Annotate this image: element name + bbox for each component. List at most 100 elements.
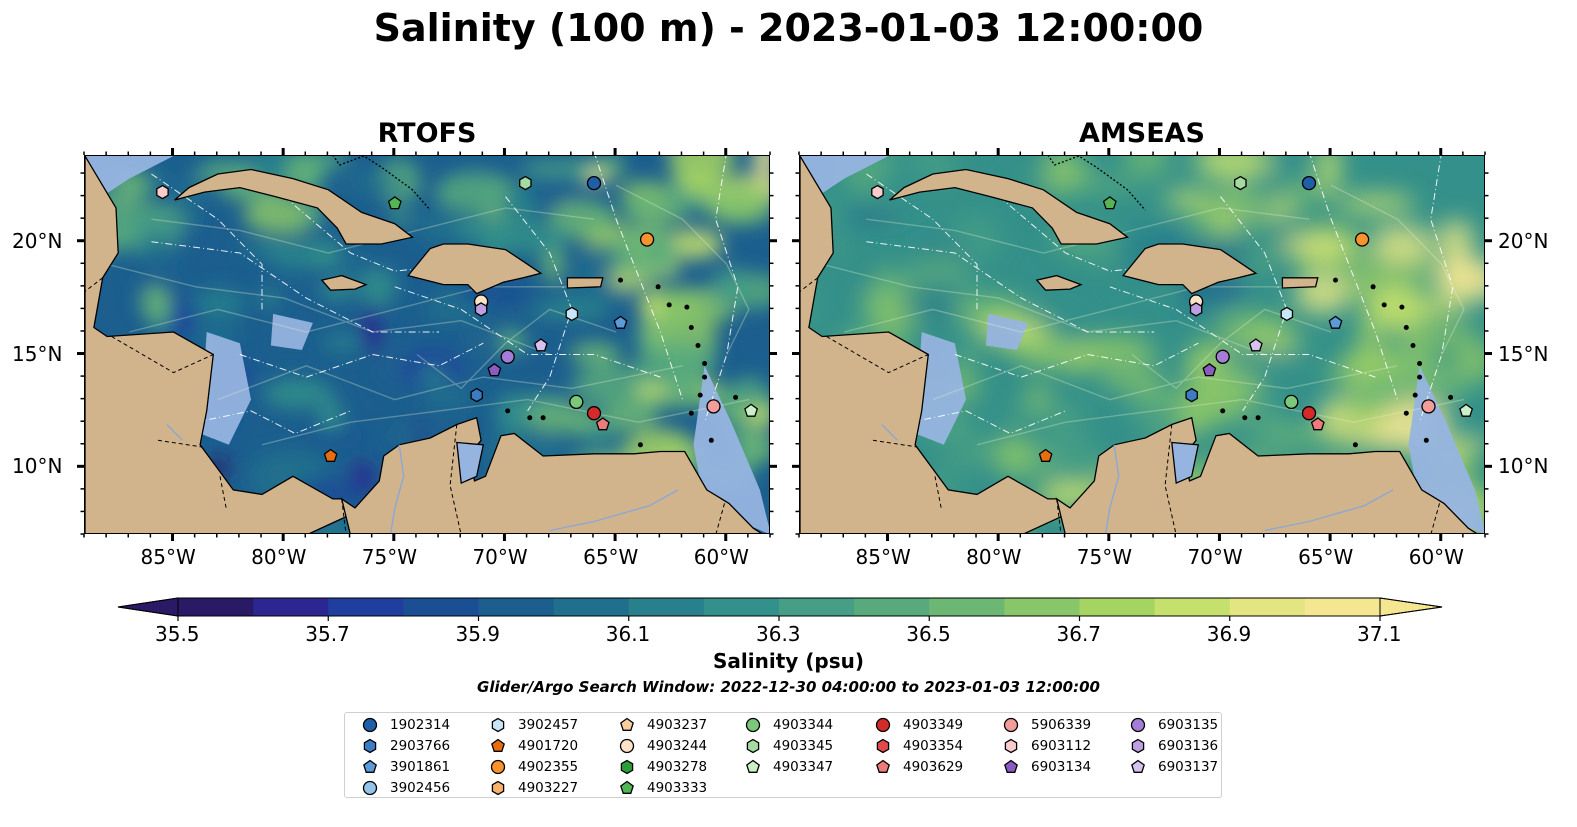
legend-label: 6903134 bbox=[1031, 759, 1092, 775]
hexagon-marker-icon bbox=[491, 717, 505, 733]
island bbox=[666, 302, 672, 308]
island bbox=[697, 392, 703, 398]
legend-item-4903629: 4903629 bbox=[872, 757, 963, 777]
legend-label: 4903237 bbox=[647, 717, 708, 733]
colorbar-segment bbox=[1229, 598, 1306, 616]
legend-marker bbox=[1004, 738, 1018, 754]
colorbar-segment bbox=[478, 598, 555, 616]
island bbox=[688, 410, 694, 416]
island bbox=[1410, 343, 1416, 348]
legend-marker bbox=[491, 717, 505, 733]
legend-label: 3902456 bbox=[390, 780, 451, 796]
river bbox=[1264, 489, 1394, 532]
legend-marker bbox=[746, 738, 760, 754]
float-legend: 1902314 2903766 3901861 3902456 3902457 49017… bbox=[344, 712, 1222, 798]
legend-label: 3902457 bbox=[518, 717, 579, 733]
eez-line bbox=[866, 241, 1155, 333]
border-line bbox=[1056, 498, 1062, 533]
circle-marker-icon bbox=[362, 717, 378, 733]
river bbox=[1105, 444, 1120, 533]
south-america bbox=[1055, 416, 1478, 533]
float-marker-4903349 bbox=[1301, 406, 1317, 421]
axis-ticks bbox=[77, 148, 1492, 541]
lon-tick-label: 80°W bbox=[251, 545, 307, 569]
colorbar-tick-label: 35.5 bbox=[155, 622, 200, 646]
legend-item-4903237: 4903237 bbox=[616, 715, 707, 735]
legend-item-3901861: 3901861 bbox=[359, 757, 450, 777]
float-marker-1902314 bbox=[1301, 175, 1317, 191]
legend-item-2903766: 2903766 bbox=[359, 736, 450, 756]
river bbox=[166, 424, 183, 441]
legend-label: 1902314 bbox=[390, 717, 451, 733]
border-line bbox=[826, 336, 929, 374]
legend-marker bbox=[1004, 759, 1018, 773]
legend-item-3902457: 3902457 bbox=[487, 715, 578, 735]
flow-streak bbox=[261, 398, 750, 446]
cuba bbox=[889, 168, 1130, 245]
float-marker-6903134 bbox=[1202, 362, 1217, 377]
legend-marker bbox=[362, 780, 378, 796]
colorbar-tick-label: 36.3 bbox=[756, 622, 801, 646]
lesser-antilles bbox=[505, 277, 739, 448]
lon-tick-label: 75°W bbox=[361, 545, 418, 569]
legend-marker bbox=[876, 759, 890, 773]
lat-tick-label: 10°N bbox=[12, 454, 63, 479]
main-title: Salinity (100 m) - 2023-01-03 12:00:00 bbox=[373, 6, 1204, 50]
legend-marker bbox=[363, 759, 377, 773]
island bbox=[1448, 394, 1454, 400]
hexagon-marker-icon bbox=[1004, 738, 1018, 754]
island bbox=[1399, 304, 1405, 310]
pentagon-marker-icon bbox=[491, 738, 505, 752]
float-marker-3902457 bbox=[1280, 306, 1294, 322]
legend-marker bbox=[1131, 738, 1145, 754]
legend-label: 6903137 bbox=[1158, 759, 1219, 775]
border-line bbox=[85, 277, 104, 292]
eez-line bbox=[910, 410, 1066, 435]
colorbar-segment bbox=[929, 598, 1005, 616]
hexagon-marker-icon bbox=[1131, 738, 1145, 754]
float-marker-4903349 bbox=[586, 406, 602, 421]
colorbar-tick-label: 37.1 bbox=[1357, 622, 1402, 646]
float-marker-4903333 bbox=[387, 196, 402, 210]
float-marker-2903766 bbox=[1185, 387, 1198, 403]
circle-marker-icon bbox=[745, 717, 761, 733]
border-line bbox=[1430, 503, 1440, 533]
island bbox=[655, 284, 661, 290]
legend-item-6903136: 6903136 bbox=[1127, 736, 1218, 756]
colorbar-tick-label: 35.7 bbox=[305, 622, 350, 646]
map-amseas bbox=[800, 156, 1484, 533]
island bbox=[1417, 374, 1423, 380]
colorbar-tick-label: 36.5 bbox=[906, 622, 951, 646]
island bbox=[1417, 361, 1423, 366]
float-marker-3902457 bbox=[565, 306, 579, 322]
float-marker-5906339 bbox=[706, 399, 721, 414]
float-marker-4903344 bbox=[569, 394, 584, 410]
float-marker-5906339 bbox=[1421, 399, 1436, 414]
circle-marker-icon bbox=[490, 759, 506, 775]
circle-marker-icon bbox=[362, 780, 378, 796]
float-marker-4903345 bbox=[1234, 175, 1247, 191]
map-panel-amseas[interactable] bbox=[799, 155, 1485, 534]
float-marker-6903134 bbox=[487, 362, 502, 377]
legend-label: 4903344 bbox=[773, 717, 834, 733]
island bbox=[1370, 284, 1376, 290]
circle-marker-icon bbox=[619, 738, 635, 754]
legend-label: 6903135 bbox=[1158, 717, 1219, 733]
puerto-rico bbox=[566, 277, 604, 289]
colorbar-segment bbox=[1079, 598, 1156, 616]
legend-item-3902456: 3902456 bbox=[359, 778, 450, 798]
map-panel-rtofs[interactable] bbox=[84, 155, 770, 534]
float-marker-4903629 bbox=[1310, 417, 1325, 431]
legend-label: 4903278 bbox=[647, 759, 708, 775]
colorbar-extend-high bbox=[1379, 597, 1443, 617]
circle-marker-icon bbox=[875, 717, 891, 733]
float-marker-6903137 bbox=[533, 338, 548, 352]
legend-label: 4903347 bbox=[773, 759, 834, 775]
float-marker-4902355 bbox=[1354, 232, 1370, 247]
legend-item-6903134: 6903134 bbox=[1000, 757, 1091, 777]
legend-label: 4903354 bbox=[903, 738, 964, 754]
circle-marker-icon bbox=[1003, 717, 1019, 733]
float-marker-3901861 bbox=[613, 315, 628, 329]
legend-item-4902355: 4902355 bbox=[487, 757, 578, 777]
colorbar-segment bbox=[178, 598, 254, 616]
